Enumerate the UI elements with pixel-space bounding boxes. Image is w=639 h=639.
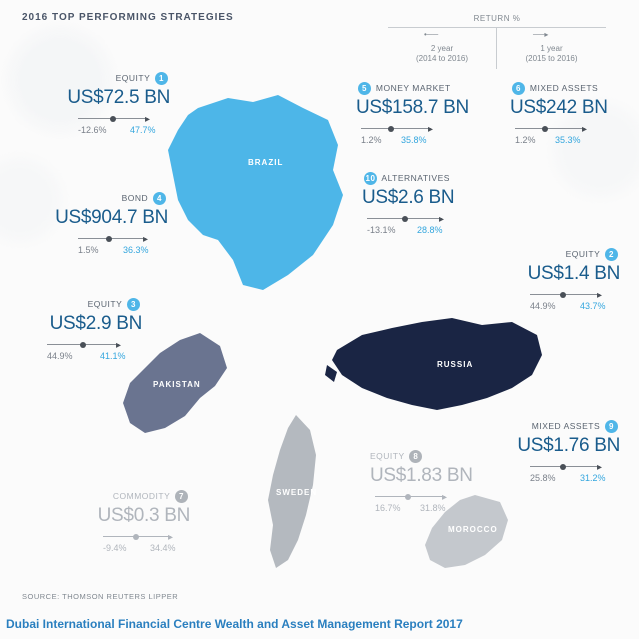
stat-5-category: 5 MONEY MARKET: [356, 82, 496, 95]
stat-7: COMMODITY 7 US$0.3 BN ▸ -9.4% 34.4%: [60, 490, 190, 554]
rank-badge-5: 5: [358, 82, 371, 95]
stat-8-returns: ▸ 16.7% 31.8%: [370, 492, 490, 514]
stat-3: EQUITY 3 US$2.9 BN ▸ 44.9% 41.1%: [12, 298, 142, 362]
stat-8-category: EQUITY 8: [370, 450, 490, 463]
stat-6-value: US$242 BN: [510, 97, 630, 119]
stat-1-value: US$72.5 BN: [30, 87, 170, 109]
stat-6-returns: ▸ 1.2% 35.3%: [510, 124, 630, 146]
stat-3-category: EQUITY 3: [12, 298, 142, 311]
country-russia: RUSSIA: [322, 310, 547, 425]
stat-7-value: US$0.3 BN: [60, 505, 190, 527]
legend-1year: ──▸ 1 year (2015 to 2016): [497, 28, 606, 69]
brazil-label: BRAZIL: [248, 158, 283, 167]
stat-1: EQUITY 1 US$72.5 BN ▸ -12.6% 47.7%: [30, 72, 170, 136]
brazil-shape: [168, 95, 343, 290]
stat-2-returns: ▸ 44.9% 43.7%: [490, 290, 620, 312]
stat-10-value: US$2.6 BN: [362, 187, 502, 209]
stat-9: MIXED ASSETS 9 US$1.76 BN ▸ 25.8% 31.2%: [490, 420, 620, 484]
stat-10-category: 10 ALTERNATIVES: [362, 172, 502, 185]
rank-badge-10: 10: [364, 172, 377, 185]
stat-4-value: US$904.7 BN: [18, 207, 168, 229]
rank-badge-8: 8: [409, 450, 422, 463]
stat-4-category: BOND 4: [18, 192, 168, 205]
rank-badge-4: 4: [153, 192, 166, 205]
country-sweden: SWEDEN: [258, 410, 328, 575]
stat-6-category: 6 MIXED ASSETS: [510, 82, 630, 95]
stat-5-returns: ▸ 1.2% 35.8%: [356, 124, 496, 146]
footer-title: Dubai International Financial Centre Wea…: [6, 617, 463, 631]
rank-badge-6: 6: [512, 82, 525, 95]
russia-label: RUSSIA: [437, 360, 473, 369]
stat-7-category: COMMODITY 7: [60, 490, 190, 503]
rank-badge-3: 3: [127, 298, 140, 311]
sweden-label: SWEDEN: [276, 488, 317, 497]
rank-badge-1: 1: [155, 72, 168, 85]
stat-5: 5 MONEY MARKET US$158.7 BN ▸ 1.2% 35.8%: [356, 82, 496, 146]
pakistan-label: PAKISTAN: [153, 380, 201, 389]
source-line: SOURCE: THOMSON REUTERS LIPPER: [22, 592, 178, 601]
stat-9-returns: ▸ 25.8% 31.2%: [490, 462, 620, 484]
stat-8: EQUITY 8 US$1.83 BN ▸ 16.7% 31.8%: [370, 450, 490, 514]
legend-2year: •── 2 year (2014 to 2016): [388, 28, 497, 69]
russia-shape: [325, 318, 542, 410]
morocco-label: MOROCCO: [448, 525, 498, 534]
country-brazil: BRAZIL: [158, 90, 348, 300]
stat-5-value: US$158.7 BN: [356, 97, 496, 119]
stat-4: BOND 4 US$904.7 BN ▸ 1.5% 36.3%: [18, 192, 168, 256]
stat-10-returns: ▸ -13.1% 28.8%: [362, 214, 502, 236]
rank-badge-9: 9: [605, 420, 618, 433]
stat-2-value: US$1.4 BN: [490, 263, 620, 285]
page-title: 2016 TOP PERFORMING STRATEGIES: [22, 12, 234, 23]
stat-1-returns: ▸ -12.6% 47.7%: [30, 114, 170, 136]
stat-10: 10 ALTERNATIVES US$2.6 BN ▸ -13.1% 28.8%: [362, 172, 502, 236]
stat-9-category: MIXED ASSETS 9: [490, 420, 620, 433]
rank-badge-7: 7: [175, 490, 188, 503]
stat-3-value: US$2.9 BN: [12, 313, 142, 335]
stat-2: EQUITY 2 US$1.4 BN ▸ 44.9% 43.7%: [490, 248, 620, 312]
stat-4-returns: ▸ 1.5% 36.3%: [18, 234, 168, 256]
stat-7-returns: ▸ -9.4% 34.4%: [60, 532, 190, 554]
stat-9-value: US$1.76 BN: [490, 435, 620, 457]
legend-header: RETURN %: [388, 14, 606, 23]
return-legend: RETURN % •── 2 year (2014 to 2016) ──▸ 1…: [388, 14, 606, 69]
legend-grid: •── 2 year (2014 to 2016) ──▸ 1 year (20…: [388, 27, 606, 69]
rank-badge-2: 2: [605, 248, 618, 261]
stat-1-category: EQUITY 1: [30, 72, 170, 85]
stat-2-category: EQUITY 2: [490, 248, 620, 261]
stat-6: 6 MIXED ASSETS US$242 BN ▸ 1.2% 35.3%: [510, 82, 630, 146]
stat-8-value: US$1.83 BN: [370, 465, 490, 487]
stat-3-returns: ▸ 44.9% 41.1%: [12, 340, 142, 362]
